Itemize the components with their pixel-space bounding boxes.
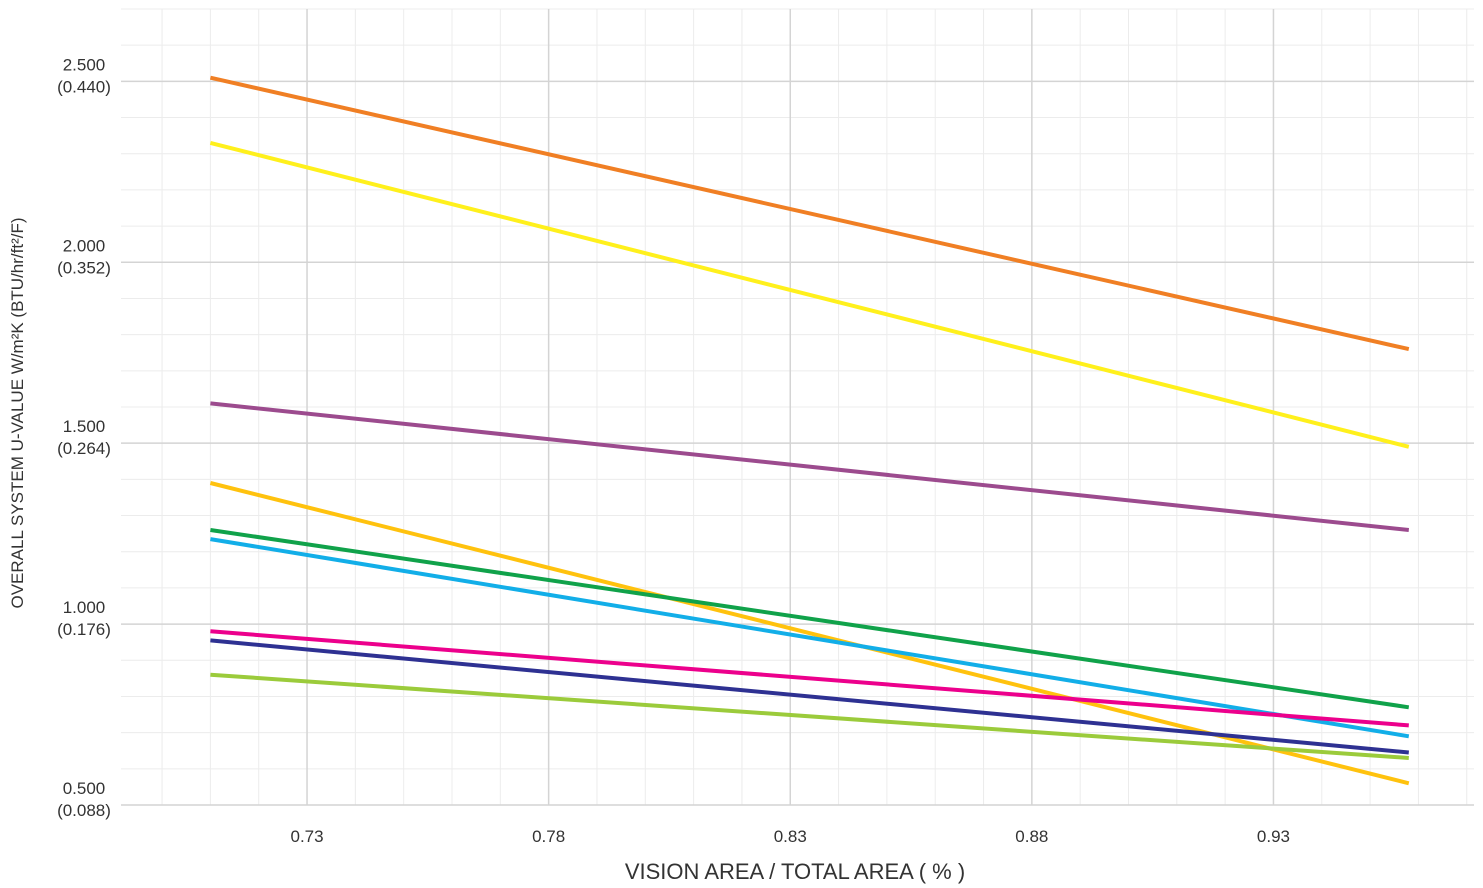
x-tick-label: 0.83 — [774, 827, 807, 846]
y-tick-labels: 0.500 (0.088) 1.000 (0.176) 1.500 (0.264) 2.00… — [57, 55, 111, 820]
series-line-3 — [210, 401, 1410, 532]
series-lines — [209, 75, 1410, 786]
y-tick-label: 1.500 — [63, 417, 106, 436]
y-tick-sublabel: (0.352) — [57, 258, 111, 277]
y-tick-label: 2.500 — [63, 55, 106, 74]
series-line-2 — [209, 140, 1410, 449]
y-tick-label: 0.500 — [63, 779, 106, 798]
major-gridlines — [121, 9, 1474, 806]
y-tick-sublabel: (0.440) — [57, 77, 111, 96]
series-line-5 — [210, 528, 1410, 710]
x-tick-label: 0.73 — [290, 827, 323, 846]
series-line-7 — [210, 629, 1409, 728]
y-tick-label: 2.000 — [63, 236, 106, 255]
y-axis-title: OVERALL SYSTEM U-VALUE W/m²K (BTU/hr/ft²… — [8, 217, 27, 608]
y-tick-sublabel: (0.264) — [57, 439, 111, 458]
x-tick-labels: 0.73 0.78 0.83 0.88 0.93 — [290, 827, 1290, 846]
x-axis-title: VISION AREA / TOTAL AREA ( % ) — [625, 859, 965, 884]
x-tick-label: 0.78 — [532, 827, 565, 846]
y-tick-sublabel: (0.088) — [57, 801, 111, 820]
y-tick-sublabel: (0.176) — [57, 620, 111, 639]
series-line-6 — [210, 537, 1410, 739]
y-tick-label: 1.000 — [63, 598, 106, 617]
series-line-1 — [209, 75, 1410, 352]
series-line-8 — [210, 638, 1409, 755]
series-line-9 — [210, 672, 1409, 760]
series-line-4 — [209, 481, 1410, 786]
x-tick-label: 0.93 — [1257, 827, 1290, 846]
x-tick-label: 0.88 — [1015, 827, 1048, 846]
